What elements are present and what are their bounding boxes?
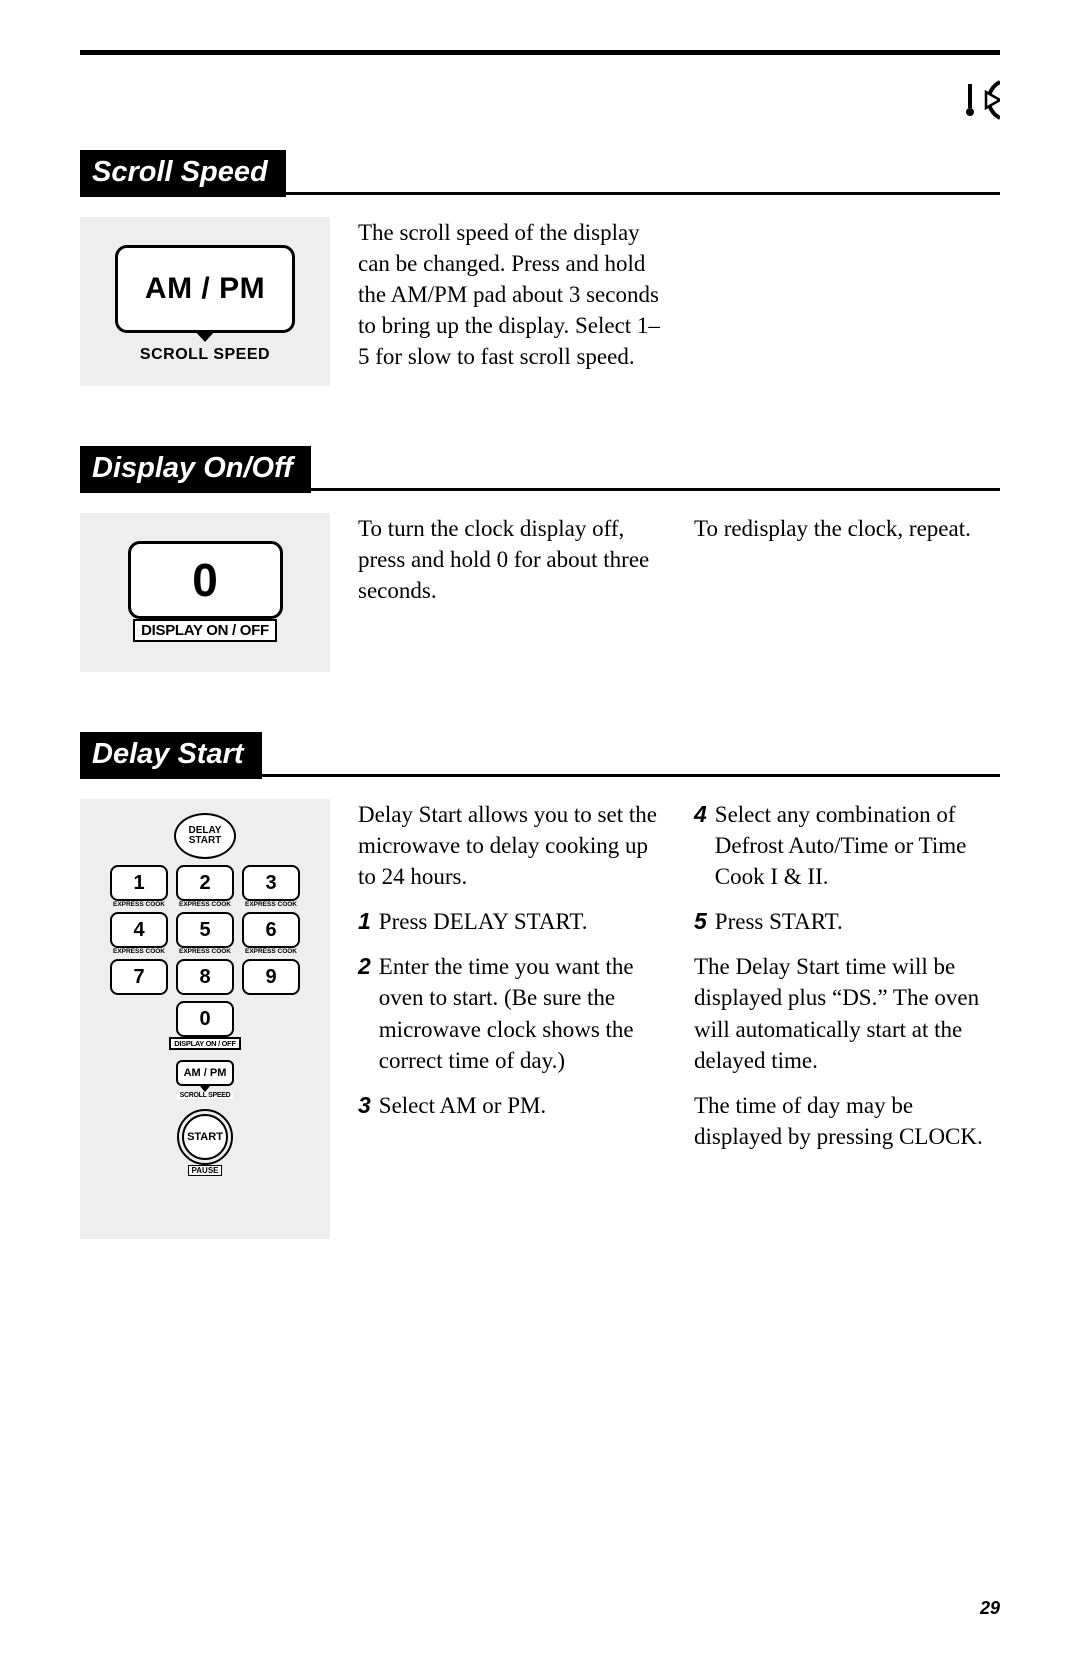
key-4: 4 [110, 912, 168, 948]
key-0: 0 [176, 1001, 234, 1037]
start-label: START [182, 1114, 228, 1160]
display-onoff-mini-label: DISPLAY ON / OFF [169, 1037, 240, 1050]
display-onoff-col2: To redisplay the clock, repeat. [694, 513, 1000, 672]
step: 3 Select AM or PM. [358, 1090, 664, 1121]
delay-start-intro: Delay Start allows you to set the microw… [358, 799, 664, 892]
ampm-mini-button: AM / PM [176, 1060, 234, 1086]
step-number: 4 [694, 799, 707, 892]
section-delay-start: Delay Start DELAY START 1 EXPRESS COOK 2 EX… [80, 732, 1000, 1239]
key-num: 9 [265, 967, 276, 987]
step-text: Press START. [715, 906, 1000, 937]
illustration-zero: 0 DISPLAY ON / OFF [80, 513, 330, 672]
ampm-label: AM / PM [145, 272, 265, 306]
express-cook-label: EXPRESS COOK [179, 948, 231, 955]
keypad-rows: 1EXPRESS COOK2EXPRESS COOK3EXPRESS COOK4… [110, 865, 300, 995]
step-number: 3 [358, 1090, 371, 1121]
display-onoff-col1: To turn the clock display off, press and… [358, 513, 664, 672]
step: 2Enter the time you want the oven to sta… [358, 951, 664, 1075]
scroll-speed-text: The scroll speed of the display can be c… [358, 217, 664, 386]
key-5: 5 [176, 912, 234, 948]
key-num: 2 [199, 873, 210, 893]
section-title: Delay Start [80, 732, 262, 779]
keypad-row: 4 EXPRESS COOK 5 EXPRESS COOK 6 EXPRESS COOK [110, 912, 300, 955]
illustration-keypad: DELAY START 1 EXPRESS COOK 2 EXPRESS COOK 3 E… [80, 799, 330, 1239]
delay-start-paragraph: The Delay Start time will be displayed p… [694, 951, 1000, 1075]
delay-label-l2: START [189, 836, 222, 847]
section-scroll-speed: Scroll Speed AM / PM SCROLL SPEED The sc… [80, 150, 1000, 386]
chevron-down-icon [194, 330, 216, 342]
key-6: 6 [242, 912, 300, 948]
express-cook-label: EXPRESS COOK [113, 901, 165, 908]
keypad-row: 7 8 9 [110, 959, 300, 995]
section-rule [286, 150, 1000, 195]
key-7: 7 [110, 959, 168, 995]
delay-start-col1: Delay Start allows you to set the microw… [358, 799, 664, 1239]
scroll-speed-sublabel: SCROLL SPEED [140, 346, 270, 364]
delay-start-paragraph: The time of day may be displayed by pres… [694, 1090, 1000, 1152]
step-number: 5 [694, 906, 707, 937]
delay-start-button-graphic: DELAY START [174, 813, 236, 859]
step: 1 Press DELAY START. [358, 906, 664, 937]
section-display-onoff: Display On/Off 0 DISPLAY ON / OFF To tur… [80, 446, 1000, 672]
key-num: 8 [199, 967, 210, 987]
step: 4Select any combination of Defrost Auto/… [694, 799, 1000, 892]
express-cook-label: EXPRESS COOK [179, 901, 231, 908]
key-num: 4 [133, 920, 144, 940]
display-onoff-p1: To turn the clock display off, press and… [358, 513, 664, 606]
step: 5 Press START. [694, 906, 1000, 937]
page-number: 29 [980, 1598, 1000, 1619]
keypad-graphic: DELAY START 1 EXPRESS COOK 2 EXPRESS COOK 3 E… [110, 813, 300, 1176]
key-num: 7 [133, 967, 144, 987]
scroll-speed-paragraph: The scroll speed of the display can be c… [358, 217, 664, 372]
key-2: 2 [176, 865, 234, 901]
step-number: 2 [358, 951, 371, 1075]
step-text: Enter the time you want the oven to star… [379, 951, 664, 1075]
key-8: 8 [176, 959, 234, 995]
key-3: 3 [242, 865, 300, 901]
step-text: Press DELAY START. [379, 906, 664, 937]
step-text: Select AM or PM. [379, 1090, 664, 1121]
illustration-ampm: AM / PM SCROLL SPEED [80, 217, 330, 386]
express-cook-label: EXPRESS COOK [245, 901, 297, 908]
section-title: Scroll Speed [80, 150, 286, 197]
step-text: Select any combination of Defrost Auto/T… [715, 799, 1000, 892]
section-rule [262, 732, 1000, 777]
tab-icon [950, 80, 1000, 120]
top-rule [80, 50, 1000, 55]
key-1: 1 [110, 865, 168, 901]
zero-button-graphic: 0 [128, 541, 283, 619]
express-cook-label: EXPRESS COOK [113, 948, 165, 955]
key-num: 6 [265, 920, 276, 940]
express-cook-label: EXPRESS COOK [245, 948, 297, 955]
zero-label: 0 [192, 553, 218, 607]
delay-start-col2: 4Select any combination of Defrost Auto/… [694, 799, 1000, 1239]
display-onoff-p2: To redisplay the clock, repeat. [694, 513, 1000, 544]
display-onoff-sublabel: DISPLAY ON / OFF [133, 619, 277, 642]
key-num: 1 [133, 873, 144, 893]
key-0-num: 0 [199, 1009, 210, 1029]
key-num: 3 [265, 873, 276, 893]
key-num: 5 [199, 920, 210, 940]
section-title: Display On/Off [80, 446, 311, 493]
scroll-speed-mini-label: SCROLL SPEED [177, 1092, 234, 1099]
key-9: 9 [242, 959, 300, 995]
keypad-row: 1 EXPRESS COOK 2 EXPRESS COOK 3 EXPRESS COOK [110, 865, 300, 908]
section-rule [311, 446, 1000, 491]
pause-label: PAUSE [188, 1165, 223, 1176]
ampm-button-graphic: AM / PM [115, 245, 295, 333]
step-number: 1 [358, 906, 371, 937]
start-button-graphic: START [177, 1109, 233, 1165]
